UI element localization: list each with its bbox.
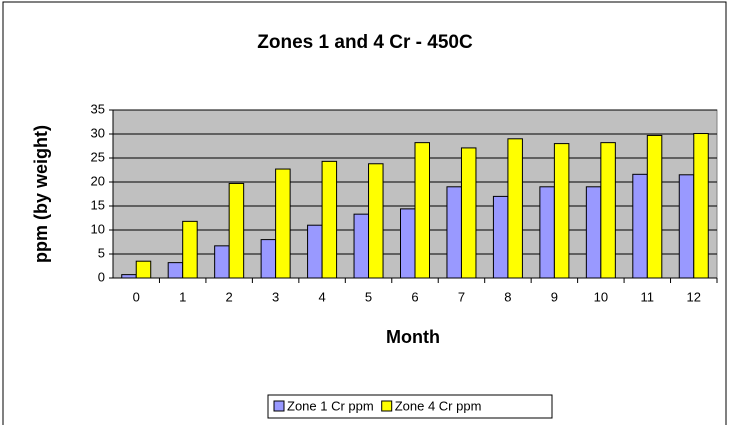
bar xyxy=(678,174,695,279)
x-tick-label: 6 xyxy=(411,289,418,304)
bar xyxy=(307,224,323,279)
x-tick-label: 7 xyxy=(458,289,465,304)
bar xyxy=(167,262,184,279)
bar xyxy=(228,182,245,279)
bar xyxy=(321,160,338,279)
x-tick-label: 10 xyxy=(594,289,608,304)
legend-swatch xyxy=(381,400,393,412)
x-tick-label: 12 xyxy=(687,289,701,304)
bar xyxy=(539,186,555,279)
x-tick-label: 2 xyxy=(226,289,233,304)
bar xyxy=(182,220,198,279)
y-tick-label: 30 xyxy=(91,125,105,140)
x-tick-label: 0 xyxy=(133,289,140,304)
bar xyxy=(400,208,416,279)
legend-swatch xyxy=(273,400,285,412)
bar xyxy=(585,186,602,279)
y-tick-label: 25 xyxy=(91,149,105,164)
bar xyxy=(492,195,509,279)
y-axis-label: ppm (by weight) xyxy=(31,125,51,263)
x-tick-label: 3 xyxy=(272,289,279,304)
y-tick-label: 0 xyxy=(98,269,105,284)
bar xyxy=(121,274,137,279)
bar xyxy=(460,147,477,279)
bar xyxy=(693,133,709,279)
x-tick-label: 8 xyxy=(504,289,511,304)
bar xyxy=(646,134,663,279)
y-tick-label: 5 xyxy=(98,245,105,260)
bar xyxy=(632,173,648,279)
x-axis-label: Month xyxy=(386,327,440,347)
bar xyxy=(214,245,230,279)
bar xyxy=(446,186,462,279)
legend-label: Zone 4 Cr ppm xyxy=(395,398,482,413)
chart-title: Zones 1 and 4 Cr - 450C xyxy=(257,32,473,53)
x-tick-label: 11 xyxy=(641,289,655,304)
bar xyxy=(600,142,616,279)
bar xyxy=(135,260,152,279)
y-tick-label: 15 xyxy=(91,197,105,212)
x-tick-label: 1 xyxy=(179,289,186,304)
x-tick-label: 4 xyxy=(318,289,325,304)
y-tick-label: 20 xyxy=(91,173,105,188)
bar xyxy=(553,143,570,279)
bar xyxy=(275,168,291,279)
bar xyxy=(368,163,384,279)
bar xyxy=(353,213,370,279)
bar xyxy=(507,138,523,279)
x-tick-label: 9 xyxy=(551,289,558,304)
y-tick-label: 10 xyxy=(91,221,105,236)
bar xyxy=(260,239,277,279)
legend-label: Zone 1 Cr ppm xyxy=(287,398,374,413)
legend-box xyxy=(267,394,553,419)
bar xyxy=(414,142,430,279)
x-tick-label: 5 xyxy=(365,289,372,304)
y-tick-label: 35 xyxy=(91,101,105,116)
